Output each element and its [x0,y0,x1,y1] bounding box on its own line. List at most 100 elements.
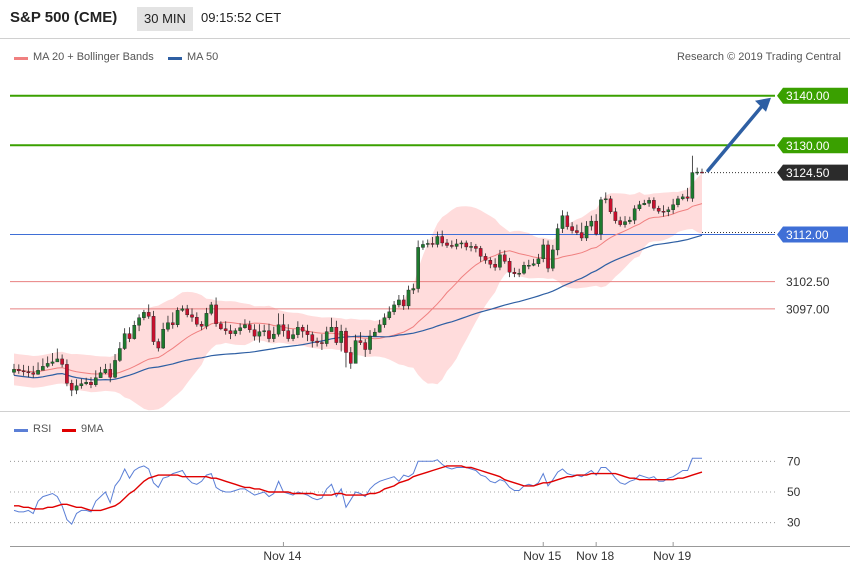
candle [315,337,319,347]
candle-body [478,248,483,257]
candle [324,326,329,347]
candle-body [502,254,507,262]
candle-body [695,171,699,174]
candle [522,261,526,275]
candle-body [498,254,502,268]
candle [358,332,363,346]
candle [170,312,175,329]
candle [488,257,493,269]
candle-body [17,369,21,372]
candle [262,324,266,337]
candle [661,205,666,217]
price-label-3130.00: 3130.00 [777,137,848,154]
candle-body [666,209,671,212]
candle-body [430,243,435,245]
candle-body [368,335,372,350]
candle [642,199,647,206]
candle-body [676,198,680,205]
candle [666,206,671,217]
candle [12,363,16,376]
candle [156,338,161,352]
rsi-line [13,457,702,526]
instrument-title: S&P 500 (CME) [10,9,118,26]
projection-arrow-shaft [706,101,766,173]
candle-body [440,236,444,244]
candle [397,294,401,308]
chart-header: S&P 500 (CME) 30 MIN 09:15:52 CET [0,0,850,38]
candle-body [517,272,521,275]
price-label-text: 3102.50 [786,275,830,289]
clock-time: 09:15:52 CET [201,10,282,25]
candle-body [584,225,589,239]
candle-body [170,322,175,325]
candle-body [565,215,570,227]
candle-body [387,311,392,318]
candle [416,240,420,293]
candle [291,329,295,342]
candle-body [632,208,637,221]
candle [329,317,334,332]
price-label-box [777,226,848,243]
candle-body [344,330,348,353]
candle [440,230,444,247]
candle-body [60,358,64,365]
candle [368,330,372,354]
price-label-box [777,164,848,181]
candle-body [89,382,93,385]
candle [584,221,589,241]
candle-body [247,324,252,330]
candle [276,313,281,337]
candle [180,305,185,312]
candle [267,323,271,343]
price-label-text: 3124.50 [786,166,830,180]
price-label-3140.00: 3140.00 [777,87,848,104]
candle [344,327,348,368]
candle [546,240,550,273]
candle-body [445,242,449,246]
candle [690,155,695,202]
candle-body [281,324,286,331]
candle-body [425,243,430,245]
candle [185,304,190,318]
candle [209,301,214,316]
timeframe-badge[interactable]: 30 MIN [137,7,193,31]
copyright-text: Research © 2019 Trading Central [676,51,841,63]
candle-body [276,324,281,335]
candle [565,211,570,230]
candle-body [214,304,218,324]
candle-body [93,377,98,385]
candle [175,307,180,328]
price-label-text: 3140.00 [786,89,830,103]
candle [594,214,598,236]
candle [603,192,608,204]
candle [31,365,36,378]
candle-body [397,299,401,306]
candle [464,240,469,251]
candle [190,308,194,322]
rsi-legend-label: RSI [33,423,52,435]
price-label-3102.50: 3102.50 [786,275,830,289]
candle [113,353,117,379]
candle-body [671,204,675,210]
candle-body [348,352,353,364]
candle [608,195,613,214]
ma50-swatch [168,57,182,60]
candle [652,197,656,211]
candle-body [493,264,497,268]
candle [555,223,560,256]
candle-body [474,246,478,249]
ma50-legend-label: MA 50 [187,51,219,63]
candle [459,240,464,249]
candle-body [300,327,305,332]
candle-body [507,261,512,273]
x-tick-label: Nov 18 [576,549,614,563]
candle-body [118,348,122,361]
price-label-3097.00: 3097.00 [786,302,830,316]
candle [478,245,483,262]
candle [166,315,170,332]
candle [334,320,339,346]
candle-body [199,324,204,327]
candle-body [195,317,199,325]
candle-body [84,382,88,384]
